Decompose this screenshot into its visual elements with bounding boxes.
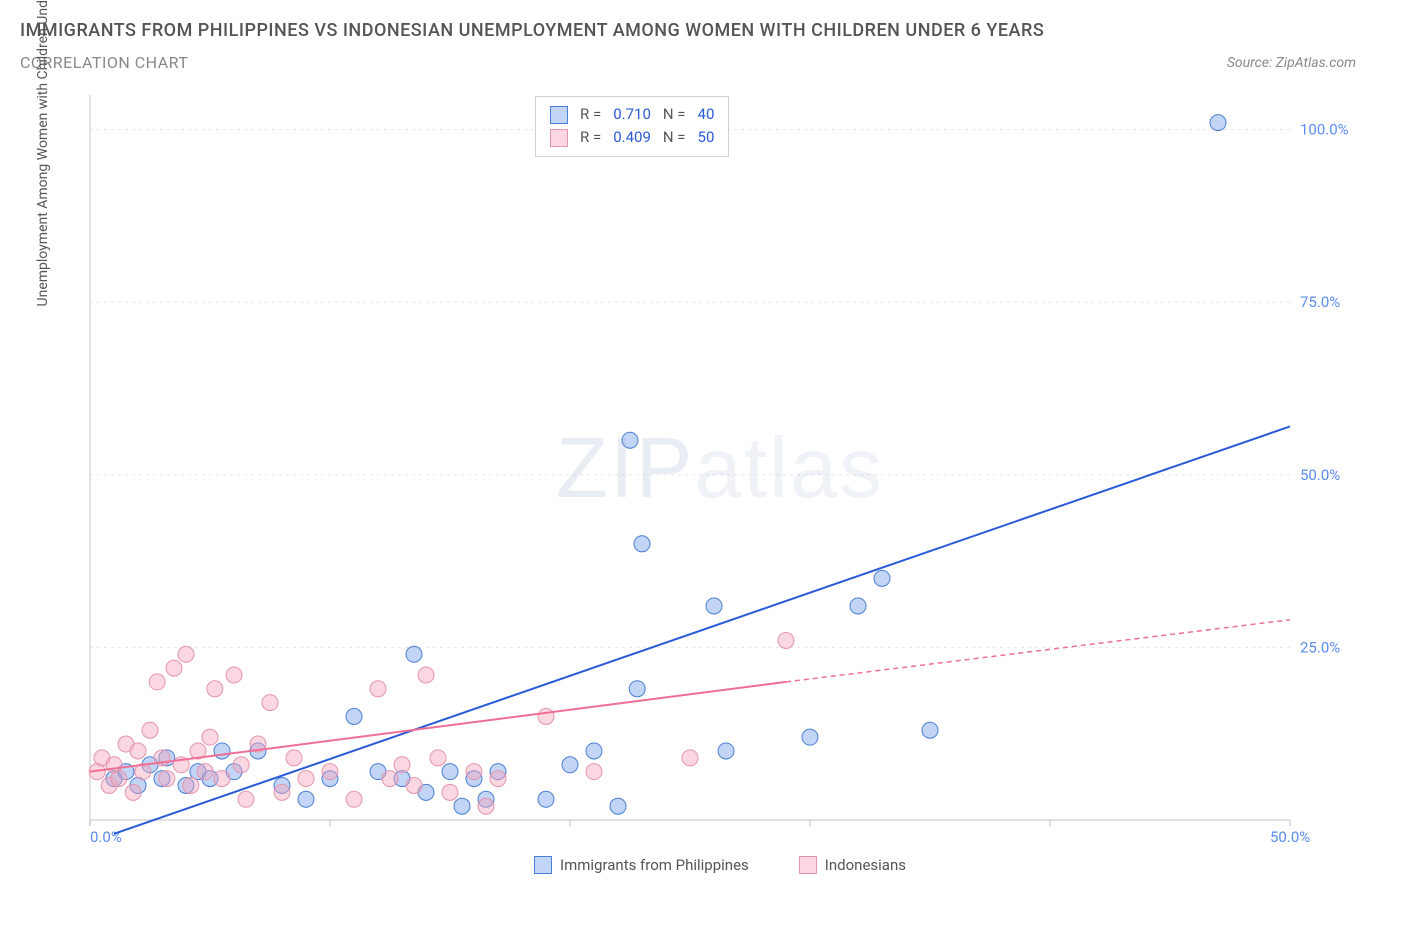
page-title: IMMIGRANTS FROM PHILIPPINES VS INDONESIA… (20, 20, 1386, 41)
plot-area: 25.0% 50.0% 75.0% 100.0% 0.0% 50.0% (80, 90, 1360, 880)
corr-row-pink: R = 0.409 N = 50 (550, 126, 714, 149)
n-label: N = (663, 103, 686, 126)
svg-text:100.0%: 100.0% (1300, 121, 1349, 139)
y-axis-label: Unemployment Among Women with Children U… (35, 0, 51, 306)
corr-row-blue: R = 0.710 N = 40 (550, 103, 714, 126)
svg-text:75.0%: 75.0% (1300, 293, 1340, 311)
legend-label: Immigrants from Philippines (560, 856, 749, 874)
r-value: 0.710 (613, 103, 651, 126)
correlation-chart: Unemployment Among Women with Children U… (50, 90, 1390, 905)
svg-text:50.0%: 50.0% (1300, 466, 1340, 484)
swatch-blue-icon (534, 856, 552, 874)
swatch-pink-icon (799, 856, 817, 874)
correlation-legend: R = 0.710 N = 40 R = 0.409 N = 50 (535, 96, 729, 157)
n-value: 40 (698, 103, 715, 126)
n-value: 50 (698, 126, 715, 149)
source-attribution: Source: ZipAtlas.com (1227, 55, 1386, 71)
swatch-pink-icon (550, 129, 568, 147)
svg-text:0.0%: 0.0% (90, 828, 122, 846)
legend-label: Indonesians (825, 856, 906, 874)
svg-text:25.0%: 25.0% (1300, 638, 1340, 656)
swatch-blue-icon (550, 106, 568, 124)
bottom-legend: Immigrants from Philippines Indonesians (80, 850, 1360, 880)
r-value: 0.409 (613, 126, 651, 149)
legend-item-indonesians: Indonesians (799, 856, 906, 874)
legend-item-philippines: Immigrants from Philippines (534, 856, 749, 874)
r-label: R = (580, 126, 601, 149)
r-label: R = (580, 103, 601, 126)
n-label: N = (663, 126, 686, 149)
svg-text:50.0%: 50.0% (1270, 828, 1310, 846)
